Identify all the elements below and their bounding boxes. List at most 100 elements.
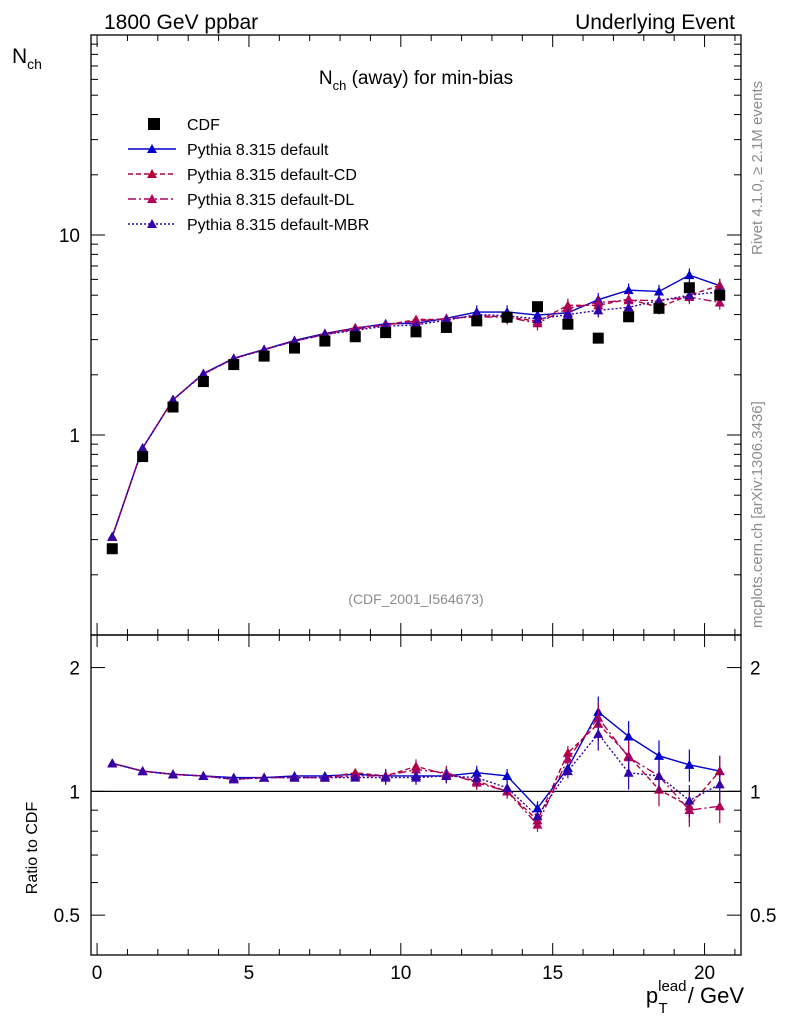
ratio-point — [319, 772, 330, 782]
ylabel-sub: ch — [27, 56, 42, 72]
data-point — [623, 311, 635, 323]
ratio-point — [289, 772, 300, 782]
legend-marker-data — [148, 118, 160, 130]
ratio-point — [532, 811, 543, 821]
legend-label: Pythia 8.315 default-CD — [187, 167, 357, 184]
legend-marker — [147, 144, 157, 153]
series-line — [111, 291, 720, 537]
data-point — [562, 318, 574, 330]
ratio-point — [137, 766, 148, 776]
side-rivet-label: Rivet 4.1.0, ≥ 2.1M events — [749, 81, 766, 255]
x-tick-label: 15 — [542, 963, 563, 984]
ratio-point — [714, 801, 725, 811]
ratio-panel: 0 5 10 15 20 0.5 0.5 1 1 2 2 Ratio to CDF — [24, 634, 776, 984]
series-point — [714, 280, 725, 290]
chart-title: Nch (away) for min-bias — [319, 68, 513, 93]
ratio-tick-label-right: 1 — [750, 782, 761, 803]
title-rest: (away) for min-bias — [346, 68, 513, 89]
legend: CDF Pythia 8.315 default Pythia 8.315 defa… — [128, 117, 369, 234]
y-tick-label: 1 — [69, 426, 80, 447]
ratio-point — [411, 772, 421, 782]
data-point — [714, 289, 726, 301]
ratio-point — [198, 770, 209, 780]
series-point — [562, 309, 573, 319]
title-sub: ch — [333, 78, 347, 93]
data-point — [410, 326, 422, 338]
side-mcplots-label: mcplots.cern.ch [arXiv:1306.3436] — [749, 401, 766, 628]
ratio-series — [107, 696, 725, 832]
ratio-point — [623, 767, 634, 777]
ratio-point — [168, 769, 179, 779]
x-tick-label: 10 — [390, 963, 411, 984]
xlabel-rest: / GeV — [682, 983, 745, 1008]
series-point — [684, 290, 695, 300]
series-point — [107, 531, 118, 541]
x-tick-label: 20 — [694, 963, 715, 984]
ratio-point — [441, 770, 452, 780]
data-point — [319, 335, 331, 347]
y-tick-label: 10 — [59, 226, 80, 247]
ratio-point — [562, 766, 573, 776]
series-point — [684, 270, 695, 280]
main-panel: 1 10 Nch (away) for min-bias (CDF_2001_I5… — [12, 34, 742, 636]
ratio-point — [502, 770, 513, 780]
ratio-point — [562, 753, 573, 763]
series-point — [593, 305, 604, 315]
ratio-point — [259, 772, 270, 782]
main-axes: 1 10 — [59, 35, 741, 636]
data-point — [137, 451, 149, 463]
legend-marker — [147, 169, 157, 178]
data-point — [197, 376, 209, 388]
ratio-point — [593, 712, 604, 722]
data-point — [289, 342, 301, 354]
ratio-point — [684, 795, 695, 805]
series-point — [714, 297, 725, 307]
header-right: Underlying Event — [575, 11, 735, 34]
data-point — [683, 282, 695, 294]
header-left: 1800 GeV ppbar — [104, 11, 258, 34]
ylabel-main: N — [12, 45, 27, 68]
ratio-point — [411, 764, 421, 774]
ratio-point — [380, 772, 391, 782]
ratio-point — [471, 772, 482, 782]
series-point — [623, 285, 634, 295]
data-point — [167, 401, 179, 413]
data-point — [471, 315, 483, 327]
ratio-plot-frame — [90, 634, 742, 956]
ratio-tick-label-right: 2 — [750, 659, 761, 680]
x-tick-label: 5 — [244, 963, 255, 984]
legend-marker — [147, 194, 157, 203]
ratio-point — [593, 728, 604, 738]
ratio-axes: 0 5 10 15 20 0.5 0.5 1 1 2 2 — [54, 635, 776, 984]
ratio-point — [623, 731, 634, 741]
xlabel-sub: T — [658, 1000, 667, 1017]
ratio-point — [653, 770, 664, 780]
title-main: N — [319, 68, 333, 89]
data-point — [653, 302, 665, 314]
ratio-point — [350, 772, 361, 782]
series-point — [137, 443, 148, 453]
xlabel-main: p — [646, 983, 658, 1008]
ratio-point — [714, 779, 725, 789]
ratio-point — [532, 819, 543, 829]
data-point — [501, 311, 513, 323]
ratio-point — [684, 759, 695, 769]
ratio-tick-label-left: 1 — [69, 782, 80, 803]
ratio-point — [107, 758, 118, 768]
data-point — [349, 331, 361, 343]
y-axis-label: Nch — [12, 45, 42, 72]
ratio-point — [502, 782, 513, 792]
ratio-y-axis-label: Ratio to CDF — [24, 802, 41, 895]
ratio-point — [228, 774, 239, 784]
ratio-tick-label-left: 0.5 — [54, 906, 80, 927]
series-point — [562, 303, 573, 313]
legend-label: CDF — [187, 117, 220, 134]
x-axis-label: plead T / GeV — [646, 978, 744, 1017]
data-point — [440, 321, 452, 333]
series-point — [623, 295, 634, 305]
xlabel-sup: lead — [658, 978, 686, 995]
series-point — [532, 314, 543, 324]
ratio-tick-label-right: 0.5 — [750, 906, 776, 927]
legend-label: Pythia 8.315 default-DL — [187, 192, 354, 209]
